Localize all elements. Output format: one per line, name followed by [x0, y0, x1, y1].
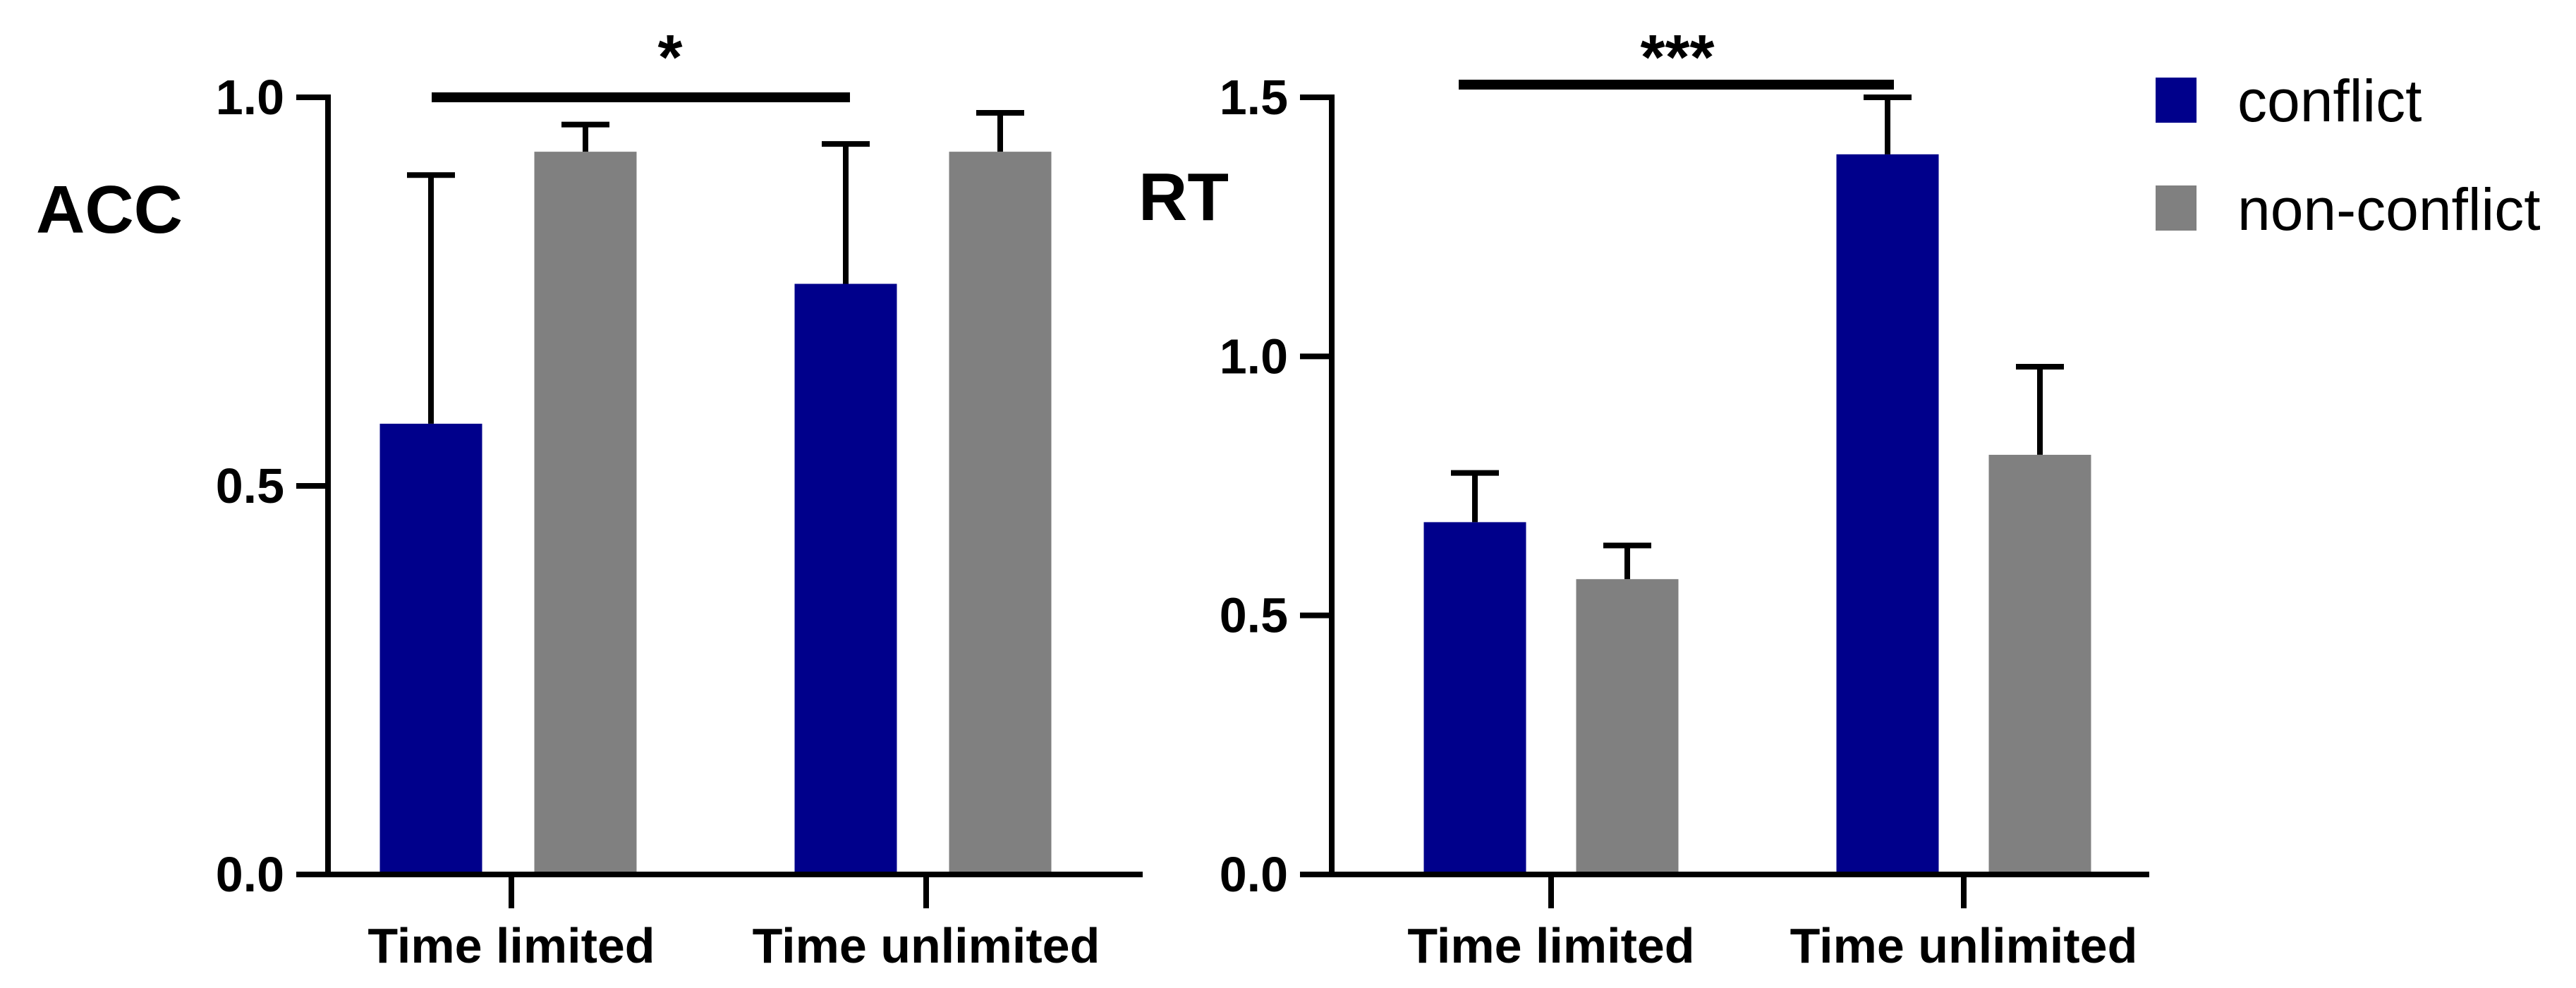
legend-swatch-non-conflict — [2156, 185, 2197, 231]
rt-significance-label: *** — [1640, 23, 1714, 93]
acc-significance: * — [432, 23, 850, 102]
acc-panel: ACC 0.0 0.5 1.0 Time limited Time unlimited… — [36, 23, 1143, 973]
acc-bar-conflict-0 — [379, 423, 482, 874]
rt-x-tick-label: Time limited — [1407, 918, 1694, 973]
acc-bar-non-conflict-1 — [949, 152, 1052, 874]
legend-label-non-conflict: non-conflict — [2237, 176, 2541, 243]
legend-swatch-conflict — [2156, 78, 2197, 123]
legend: conflict non-conflict — [2156, 68, 2541, 243]
rt-bar-conflict-0 — [1423, 522, 1526, 874]
rt-y-axis-label: RT — [1138, 159, 1229, 235]
rt-y-tick-label: 0.0 — [1220, 847, 1288, 902]
acc-y-tick-labels: 0.0 0.5 1.0 — [216, 70, 284, 902]
rt-y-tick-label: 1.5 — [1220, 70, 1288, 125]
acc-error-bars — [407, 110, 1024, 424]
rt-significance: *** — [1459, 23, 1894, 93]
rt-error-bars — [1451, 94, 2064, 580]
acc-x-tick-label: Time limited — [367, 918, 655, 973]
acc-bar-conflict-1 — [794, 283, 897, 875]
acc-axes — [296, 94, 1143, 908]
acc-y-tick-label: 0.5 — [216, 458, 284, 513]
acc-y-tick-label: 1.0 — [216, 70, 284, 125]
rt-x-tick-labels: Time limited Time unlimited — [1407, 918, 2137, 973]
acc-bar-non-conflict-0 — [534, 152, 637, 874]
rt-bar-conflict-1 — [1836, 154, 1939, 874]
acc-bars — [379, 152, 1052, 875]
acc-x-tick-label: Time unlimited — [753, 918, 1100, 973]
legend-label-conflict: conflict — [2237, 68, 2422, 134]
rt-bars — [1423, 154, 2091, 874]
rt-bar-non-conflict-1 — [1988, 454, 2091, 874]
rt-x-tick-label: Time unlimited — [1790, 918, 2138, 973]
rt-y-tick-label: 0.5 — [1220, 588, 1288, 643]
rt-y-tick-labels: 0.0 0.5 1.0 1.5 — [1220, 70, 1288, 902]
rt-axes — [1300, 94, 2149, 908]
acc-y-tick-label: 0.0 — [216, 847, 284, 902]
acc-significance-label: * — [657, 23, 682, 93]
rt-panel: RT 0.0 0.5 1.0 1.5 Time limited Time unlimit… — [1138, 23, 2149, 973]
rt-bar-non-conflict-0 — [1576, 579, 1679, 874]
rt-y-tick-label: 1.0 — [1220, 329, 1288, 384]
acc-y-axis-label: ACC — [36, 172, 183, 248]
acc-x-tick-labels: Time limited Time unlimited — [367, 918, 1100, 973]
